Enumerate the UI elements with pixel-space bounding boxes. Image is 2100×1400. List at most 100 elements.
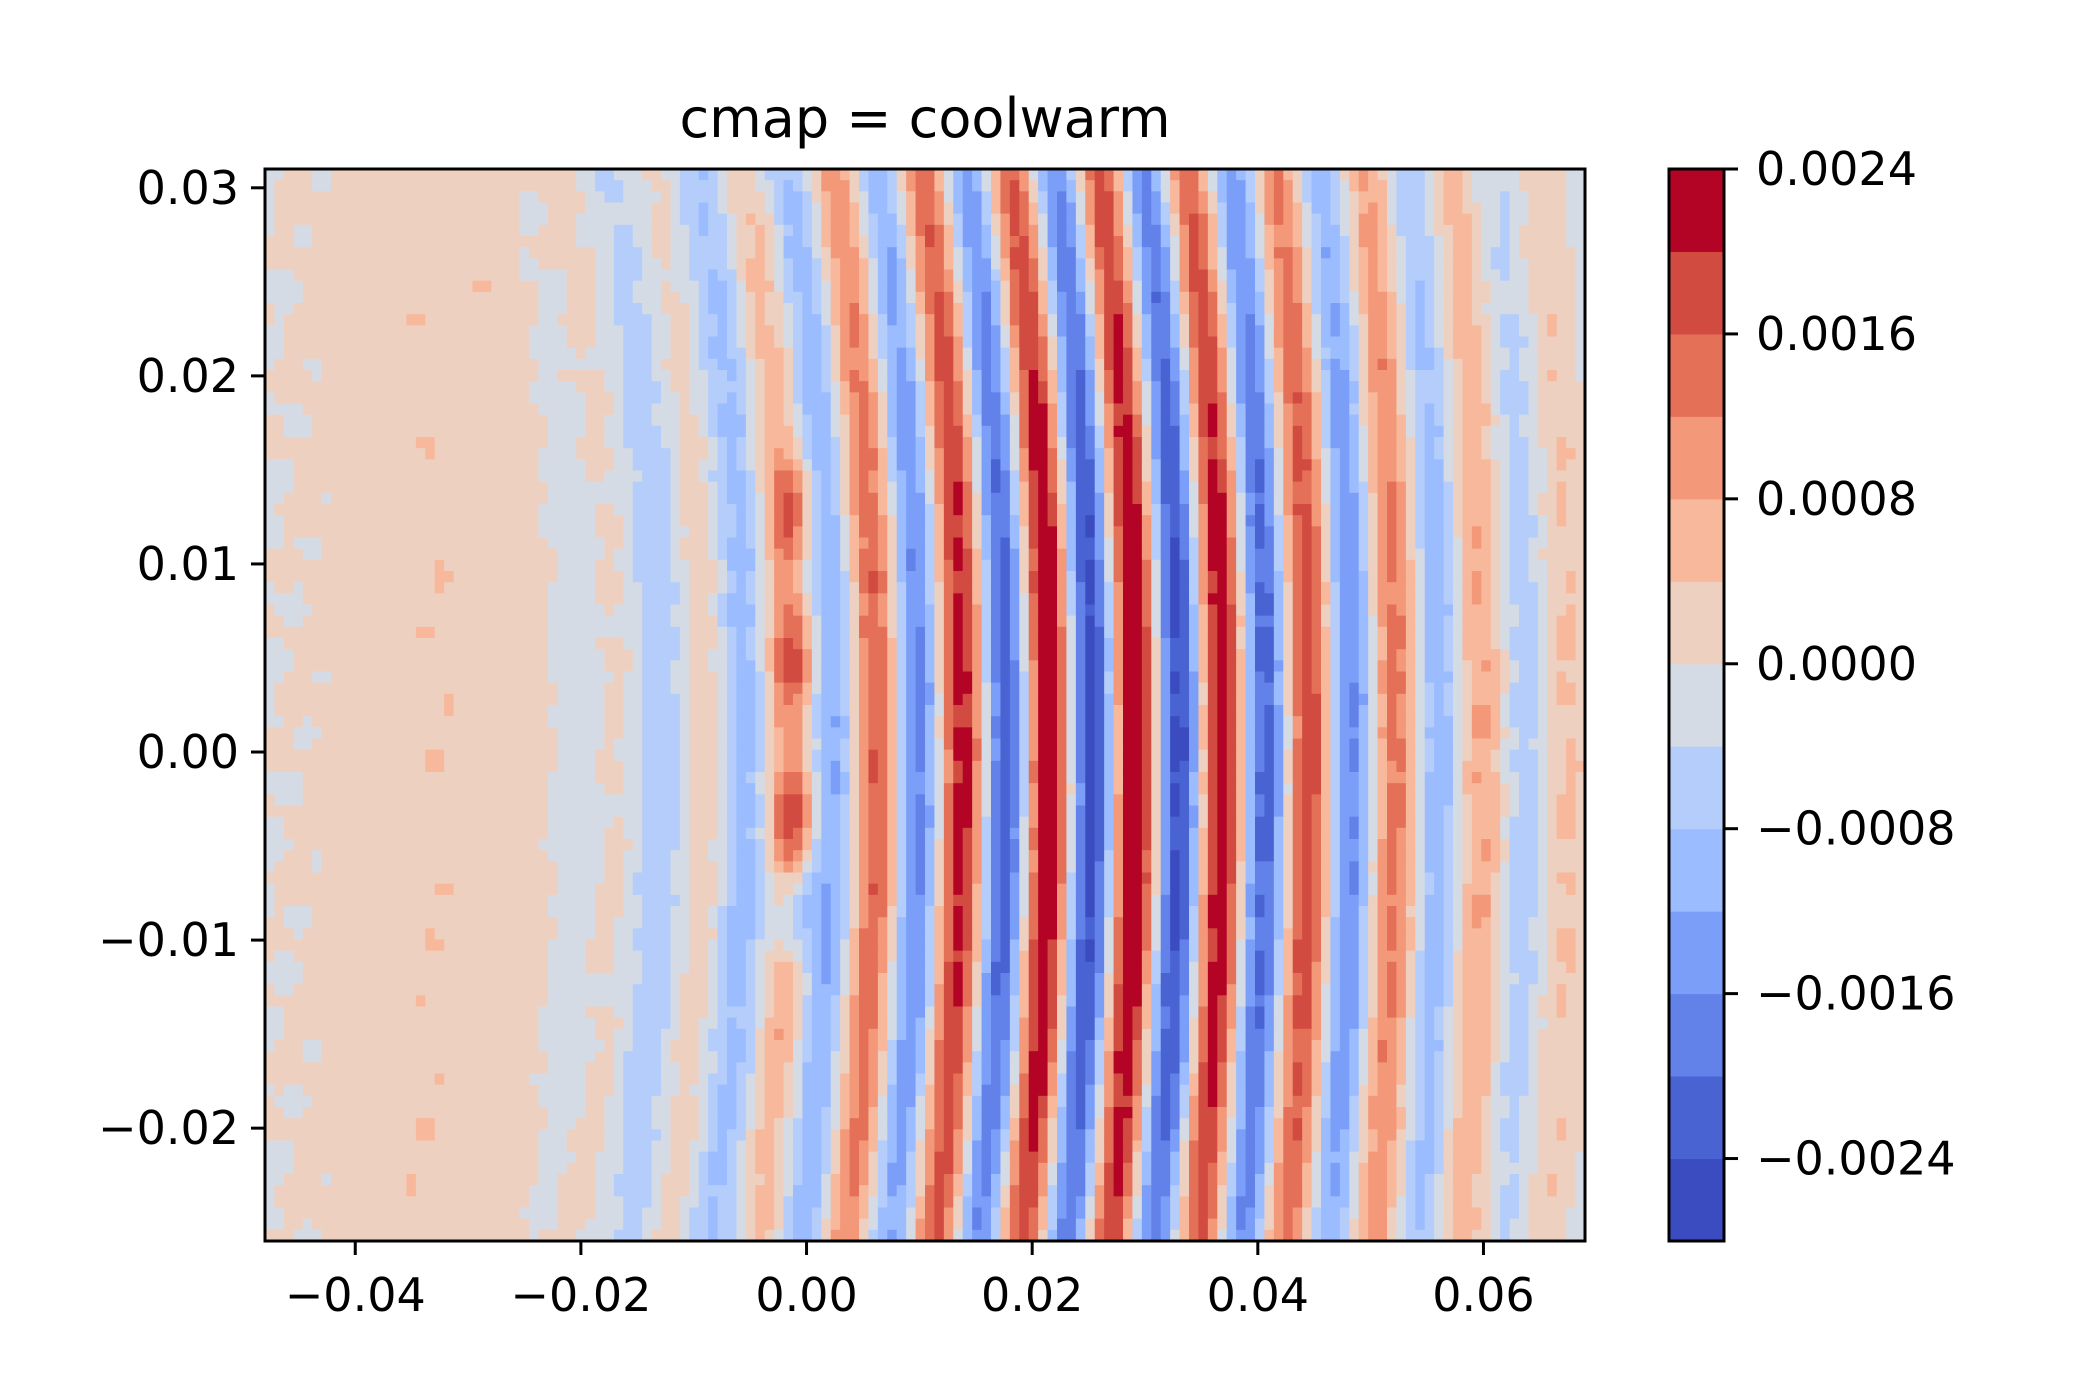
heatmap-cell: [510, 180, 521, 192]
heatmap-cell: [1509, 515, 1520, 527]
heatmap-cell: [1085, 459, 1096, 472]
heatmap-cell: [1349, 370, 1360, 382]
heatmap-cell: [312, 269, 323, 282]
heatmap-cell: [500, 303, 511, 315]
heatmap-cell: [415, 314, 426, 326]
heatmap-cell: [670, 303, 681, 315]
heatmap-cell: [755, 537, 766, 550]
heatmap-cell: [1453, 336, 1464, 349]
heatmap-cell: [1434, 347, 1445, 360]
heatmap-cell: [1434, 303, 1445, 315]
heatmap-cell: [1339, 347, 1350, 360]
heatmap-cell: [595, 291, 606, 304]
heatmap-cell: [604, 492, 615, 505]
heatmap-cell: [302, 504, 313, 516]
heatmap-cell: [651, 358, 662, 371]
heatmap-cell: [481, 403, 492, 416]
heatmap-cell: [1179, 470, 1190, 483]
heatmap-cell: [1311, 548, 1322, 561]
heatmap-cell: [547, 504, 558, 516]
heatmap-cell: [1283, 459, 1294, 472]
heatmap-cell: [1528, 347, 1539, 360]
heatmap-cell: [331, 325, 342, 338]
heatmap-cell: [349, 202, 360, 215]
heatmap-cell: [1575, 291, 1586, 304]
heatmap-cell: [783, 559, 794, 572]
heatmap-cell: [1170, 258, 1181, 271]
heatmap-cell: [1179, 548, 1190, 561]
heatmap-cell: [1094, 492, 1105, 505]
heatmap-cell: [1009, 459, 1020, 472]
heatmap-cell: [830, 202, 841, 215]
heatmap-cell: [1132, 504, 1143, 516]
heatmap-cell: [811, 202, 822, 215]
heatmap-cell: [434, 537, 445, 550]
heatmap-cell: [387, 425, 398, 438]
heatmap-cell: [1556, 358, 1567, 371]
heatmap-cell: [868, 481, 879, 494]
heatmap-cell: [962, 347, 973, 360]
heatmap-cell: [962, 325, 973, 338]
heatmap-cell: [915, 358, 926, 371]
heatmap-cell: [1321, 358, 1332, 371]
heatmap-cell: [1198, 381, 1209, 393]
heatmap-cell: [1396, 381, 1407, 393]
heatmap-cell: [491, 269, 502, 282]
heatmap-cell: [1075, 448, 1086, 460]
heatmap-cell: [1471, 481, 1482, 494]
heatmap-cell: [972, 347, 983, 360]
heatmap-cell: [745, 169, 756, 181]
heatmap-cell: [1519, 269, 1530, 282]
heatmap-cell: [1566, 392, 1577, 405]
heatmap-cell: [981, 504, 992, 516]
heatmap-cell: [1000, 403, 1011, 416]
heatmap-cell: [623, 325, 634, 338]
heatmap-cell: [962, 392, 973, 405]
heatmap-cell: [274, 459, 285, 472]
heatmap-cell: [1424, 169, 1435, 181]
heatmap-cell: [1547, 303, 1558, 315]
heatmap-cell: [1057, 280, 1068, 293]
heatmap-cell: [887, 515, 898, 527]
heatmap-cell: [425, 425, 436, 438]
heatmap-cell: [727, 169, 738, 181]
heatmap-cell: [896, 247, 907, 259]
heatmap-cell: [312, 280, 323, 293]
heatmap-cell: [585, 459, 596, 472]
heatmap-cell: [1519, 213, 1530, 226]
heatmap-cell: [1198, 180, 1209, 192]
heatmap-cell: [1321, 280, 1332, 293]
heatmap-cell: [661, 537, 672, 550]
heatmap-cell: [538, 236, 549, 248]
heatmap-cell: [1170, 370, 1181, 382]
heatmap-cell: [736, 291, 747, 304]
heatmap-cell: [604, 559, 615, 572]
heatmap-cell: [1490, 548, 1501, 561]
heatmap-cell: [764, 448, 775, 460]
heatmap-cell: [510, 191, 521, 204]
heatmap-cell: [1368, 347, 1379, 360]
heatmap-cell: [1255, 481, 1266, 494]
heatmap-cell: [1405, 526, 1416, 539]
heatmap-cell: [595, 314, 606, 326]
heatmap-cell: [689, 437, 700, 449]
heatmap-cell: [566, 459, 577, 472]
heatmap-cell: [547, 169, 558, 181]
heatmap-cell: [1368, 303, 1379, 315]
heatmap-cell: [1132, 548, 1143, 561]
heatmap-cell: [1321, 180, 1332, 192]
heatmap-cell: [1500, 448, 1511, 460]
heatmap-cell: [821, 381, 832, 393]
heatmap-cell: [274, 336, 285, 349]
heatmap-cell: [1490, 224, 1501, 237]
heatmap-cell: [736, 515, 747, 527]
heatmap-cell: [811, 258, 822, 271]
heatmap-cell: [585, 303, 596, 315]
heatmap-cell: [1151, 314, 1162, 326]
heatmap-cell: [321, 548, 332, 561]
heatmap-cell: [1066, 381, 1077, 393]
heatmap-cell: [1358, 213, 1369, 226]
heatmap-cell: [1057, 213, 1068, 226]
heatmap-cell: [265, 258, 276, 271]
heatmap-cell: [378, 247, 389, 259]
